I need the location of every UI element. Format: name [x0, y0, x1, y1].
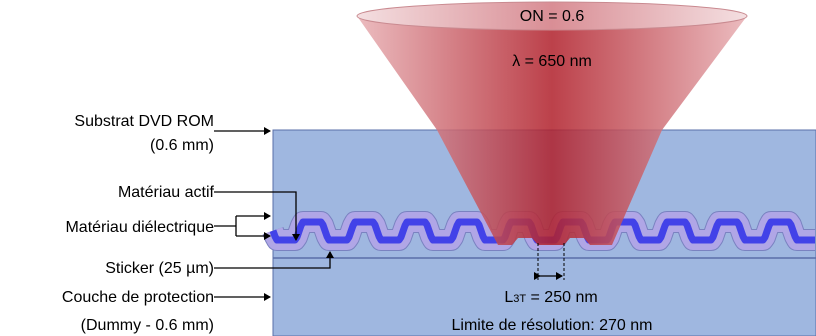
- active-material-label: Matériau actif: [118, 184, 215, 201]
- protection-layer: [272, 257, 816, 336]
- substrate-label-line2: (0.6 mm): [150, 137, 214, 154]
- dielectric-material-label: Matériau diélectrique: [65, 219, 214, 236]
- laser-cone-top: [356, 1, 748, 31]
- sticker-arrow: [214, 251, 334, 269]
- numerical-aperture-label: ON = 0.6: [520, 8, 585, 25]
- protection-label-line1: Couche de protection: [62, 289, 214, 306]
- l3t-prefix: L: [504, 289, 513, 306]
- laser-cone: [357, 16, 747, 245]
- laser-beam: [356, 1, 748, 245]
- resolution-limit-label: Limite de résolution: 270 nm: [452, 317, 653, 334]
- l3t-label: L3T = 250 nm: [504, 289, 597, 306]
- wavelength-label: λ = 650 nm: [512, 53, 592, 70]
- l3t-value: = 250 nm: [526, 289, 598, 306]
- protection-label-line2: (Dummy - 0.6 mm): [81, 317, 214, 334]
- sticker-label: Sticker (25 µm): [105, 260, 214, 277]
- substrate-label-line1: Substrat DVD ROM: [74, 113, 214, 130]
- active-material-arrow: [214, 191, 300, 241]
- dielectric-bracket: [214, 216, 237, 236]
- l3t-measurement: [534, 243, 565, 280]
- l3t-subscript: 3T: [513, 293, 526, 305]
